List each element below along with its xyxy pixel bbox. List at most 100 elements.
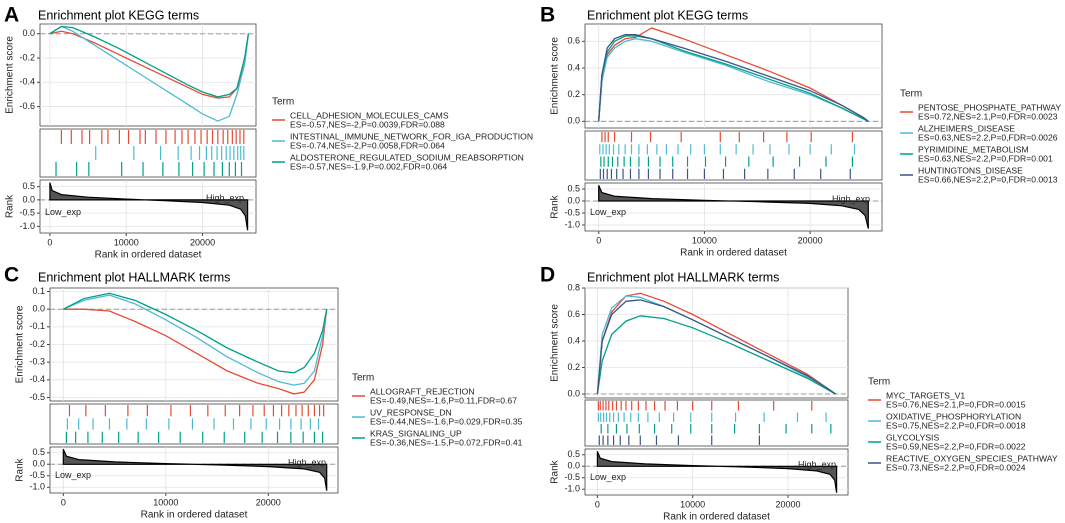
y-tick-label: 0.0 bbox=[22, 28, 35, 38]
y-tick-label: 0.0 bbox=[32, 459, 45, 469]
chart-title: Enrichment plot KEGG terms bbox=[587, 8, 748, 22]
panel-label: C bbox=[4, 264, 19, 287]
main-frame bbox=[39, 23, 257, 127]
main-frame bbox=[584, 287, 849, 399]
rank-axis-title: Rank bbox=[15, 457, 26, 481]
low-label: Low_exp bbox=[55, 470, 91, 480]
x-tick-label: 10000 bbox=[114, 237, 139, 247]
low-label: Low_exp bbox=[45, 207, 81, 217]
high-label: High_exp bbox=[798, 459, 836, 469]
y-axis-title: Enrichment score bbox=[15, 305, 26, 383]
y-axis-title: Enrichment score bbox=[550, 37, 561, 115]
y-tick-label: -0.5 bbox=[29, 470, 45, 480]
y-tick-label: -0.3 bbox=[29, 357, 45, 367]
es-curve bbox=[49, 25, 250, 98]
es-curve bbox=[598, 35, 869, 122]
x-tick-label: 10000 bbox=[680, 499, 705, 509]
y-tick-label: 0.0 bbox=[567, 461, 580, 471]
y-tick-label: -1.0 bbox=[564, 219, 580, 229]
y-tick-label: 0.5 bbox=[567, 183, 580, 193]
legend-description: ES=-0.57,NES=-2,P=0.0039,FDR=0.088 bbox=[290, 119, 445, 129]
high-label: High_exp bbox=[832, 194, 870, 204]
legend-name: ALDOSTERONE_REGULATED_SODIUM_REABSORPTIO… bbox=[290, 152, 524, 162]
rank-curve bbox=[598, 185, 869, 229]
y-tick-label: -0.5 bbox=[19, 208, 35, 218]
legend-description: ES=0.75,NES=2.2,P=0,FDR=0.0018 bbox=[886, 420, 1026, 430]
y-tick-label: 0.0 bbox=[22, 194, 35, 204]
y-tick-label: 0.8 bbox=[567, 282, 580, 292]
y-tick-label: -0.5 bbox=[564, 472, 580, 482]
y-tick-label: 0.0 bbox=[567, 116, 580, 126]
legend-name: ALLOGRAFT_REJECTION bbox=[370, 386, 475, 396]
legend-description: ES=0.66,NES=2.2,P=0,FDR=0.0013 bbox=[918, 174, 1058, 184]
x-axis-title: Rank in ordered dataset bbox=[95, 250, 202, 261]
es-curve bbox=[63, 292, 328, 374]
high-label: High_exp bbox=[288, 457, 326, 467]
rank-axis-title: Rank bbox=[5, 194, 16, 218]
panel-label: B bbox=[540, 4, 555, 27]
y-tick-label: 0.6 bbox=[567, 309, 580, 319]
legend-description: ES=0.63,NES=2.2,P=0,FDR=0.001 bbox=[918, 153, 1053, 163]
rank-frame bbox=[584, 182, 883, 232]
x-tick-label: 10000 bbox=[153, 497, 178, 507]
x-tick-label: 0 bbox=[61, 497, 66, 507]
x-tick-label: 0 bbox=[596, 235, 601, 245]
legend-description: ES=-0.44,NES=-1.6,P=0.029,FDR=0.35 bbox=[370, 416, 523, 426]
chart-title: Enrichment plot HALLMARK terms bbox=[587, 270, 779, 284]
legend-name: REACTIVE_OXYGEN_SPECIES_PATHWAY bbox=[886, 453, 1058, 463]
y-tick-label: -1.0 bbox=[19, 221, 35, 231]
es-curve bbox=[596, 292, 836, 395]
rank-frame bbox=[584, 448, 849, 496]
legend-title: Term bbox=[868, 377, 890, 388]
y-tick-label: -0.5 bbox=[564, 207, 580, 217]
y-tick-label: -0.1 bbox=[29, 321, 45, 331]
x-axis-title: Rank in ordered dataset bbox=[663, 512, 770, 523]
es-curve bbox=[596, 299, 836, 395]
y-tick-label: -0.2 bbox=[19, 52, 35, 62]
legend-name: MYC_TARGETS_V1 bbox=[886, 390, 965, 400]
y-axis-title: Enrichment score bbox=[5, 36, 16, 114]
y-tick-label: 0.6 bbox=[567, 36, 580, 46]
es-curve bbox=[63, 294, 328, 386]
legend-description: ES=0.72,NES=2.1,P=0,FDR=0.0023 bbox=[918, 111, 1058, 121]
y-tick-label: -1.0 bbox=[564, 484, 580, 494]
legend-name: PENTOSE_PHOSPHATE_PATHWAY bbox=[918, 102, 1061, 112]
chart-title: Enrichment plot KEGG terms bbox=[38, 8, 199, 22]
y-tick-label: -0.5 bbox=[29, 392, 45, 402]
rank-curve bbox=[596, 451, 838, 493]
x-tick-label: 0 bbox=[47, 237, 52, 247]
hits-frame bbox=[584, 130, 883, 181]
chart-title: Enrichment plot HALLMARK terms bbox=[38, 270, 230, 284]
legend-name: INTESTINAL_IMMUNE_NETWORK_FOR_IGA_PRODUC… bbox=[290, 131, 533, 141]
y-tick-label: -0.6 bbox=[19, 101, 35, 111]
legend-description: ES=-0.74,NES=-2,P=0.0058,FDR=0.064 bbox=[290, 140, 445, 150]
rank-frame bbox=[39, 179, 257, 234]
legend-description: ES=-0.36,NES=-1.5,P=0.072,FDR=0.41 bbox=[370, 437, 523, 447]
legend-description: ES=-0.57,NES=-1.9,P=0.002,FDR=0.064 bbox=[290, 161, 447, 171]
legend-description: ES=0.63,NES=2.2,P=0,FDR=0.0026 bbox=[918, 132, 1058, 142]
y-tick-label: 0.2 bbox=[567, 362, 580, 372]
x-axis-title: Rank in ordered dataset bbox=[141, 510, 248, 521]
legend-title: Term bbox=[352, 373, 374, 384]
y-tick-label: 0.0 bbox=[567, 388, 580, 398]
hits-frame bbox=[584, 399, 849, 447]
x-tick-label: 20000 bbox=[775, 499, 800, 509]
legend-title: Term bbox=[272, 97, 294, 108]
x-axis-title: Rank in ordered dataset bbox=[680, 248, 787, 259]
x-tick-label: 10000 bbox=[692, 235, 717, 245]
legend-name: OXIDATIVE_PHOSPHORYLATION bbox=[886, 411, 1021, 421]
legend-description: ES=0.76,NES=2.1,P=0,FDR=0.0015 bbox=[886, 399, 1026, 409]
legend-name: CELL_ADHESION_MOLECULES_CAMS bbox=[290, 110, 449, 120]
legend-title: Term bbox=[900, 89, 922, 100]
y-tick-label: 0.5 bbox=[567, 449, 580, 459]
legend-name: UV_RESPONSE_DN bbox=[370, 407, 452, 417]
y-tick-label: 0.2 bbox=[567, 89, 580, 99]
legend-name: PYRIMIDINE_METABOLISM bbox=[918, 144, 1029, 154]
hits-frame bbox=[49, 403, 339, 445]
y-tick-label: -0.2 bbox=[29, 339, 45, 349]
y-tick-label: -0.4 bbox=[29, 374, 45, 384]
legend-name: HUNTINGTONS_DISEASE bbox=[918, 165, 1023, 175]
legend-description: ES=0.73,NES=2.2,P=0,FDR=0.0024 bbox=[886, 462, 1026, 472]
y-tick-label: 0.5 bbox=[22, 181, 35, 191]
